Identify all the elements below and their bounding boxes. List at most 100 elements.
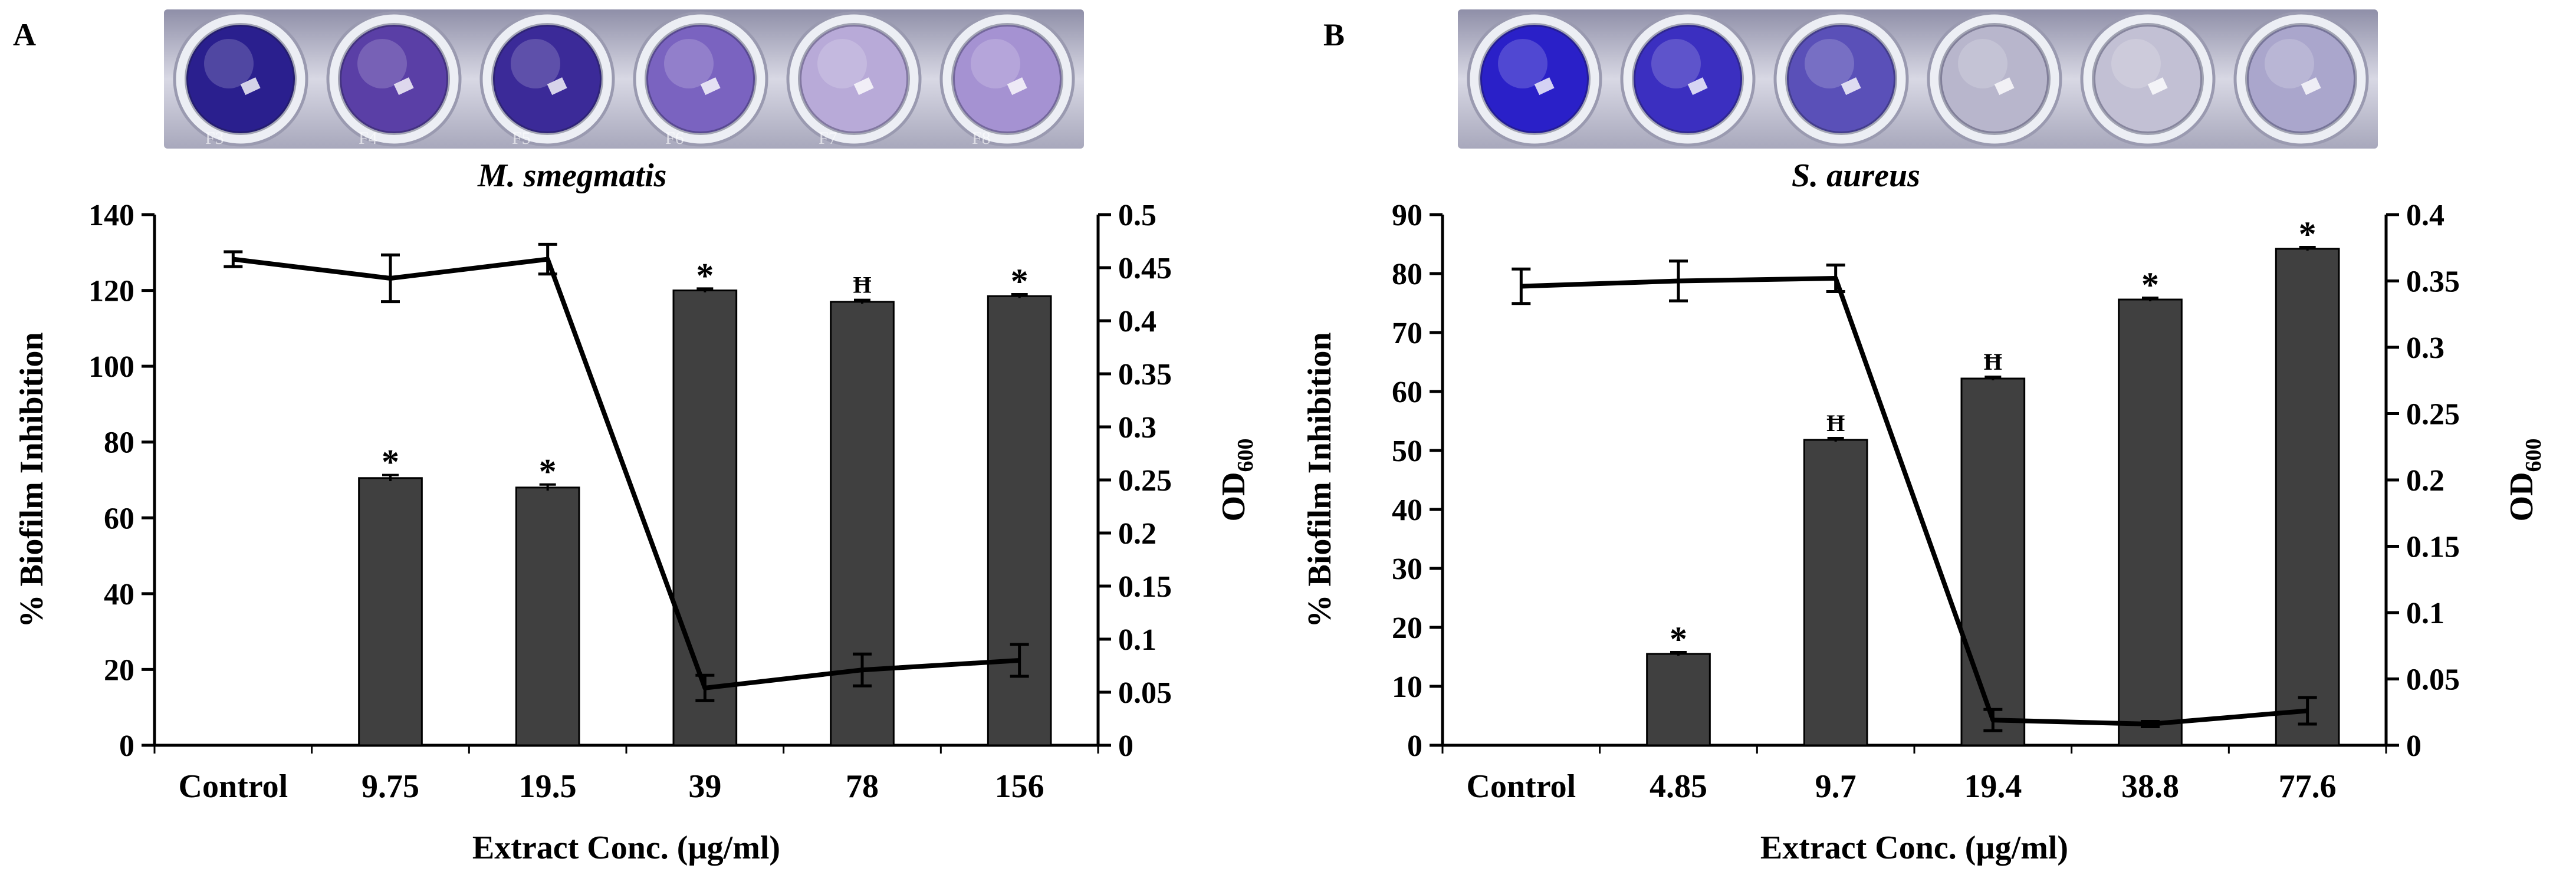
y-tick-label: 80 [104,426,134,460]
x-tick-label: 78 [846,768,879,805]
y-tick-label: 60 [1392,376,1422,409]
y-axis-title: % Biofilm Inhibition [14,332,50,627]
y2-tick-label: 0.15 [1118,570,1172,604]
bar [1960,377,2026,746]
y2-tick-label: 0.45 [1118,252,1172,285]
bar [672,290,738,746]
y-tick-label: 90 [1392,199,1422,232]
y-tick-label: 10 [1392,670,1422,704]
bar [2275,248,2340,746]
y2-axis-title: OD600 [1215,439,1258,522]
significance-marker: * [696,256,714,295]
panel-letter: A [13,17,36,52]
y-tick-label: 140 [88,199,134,232]
y-axis-title: % Biofilm Inhibition [1302,332,1338,627]
well [1478,23,1591,135]
panel-a: A F3 F4 F5 F6 F7 F8 M. smegmatis 0 20 40 60 80 100… [13,9,1258,866]
well-glare [1498,39,1547,88]
well-glare [2265,39,2314,88]
well-reflection [1841,77,1861,96]
y2-tick-label: 0.5 [1118,199,1156,232]
well-plate-photo [1458,9,2378,149]
well [491,23,603,135]
y-tick-label: 40 [104,578,134,611]
x-axis-title: Extract Conc. (µg/ml) [1760,830,2068,866]
well [1938,23,2051,135]
significance-marker: * [539,452,557,491]
well-reflection [700,77,721,96]
well-glare [817,39,867,88]
x-tick-label: 9.75 [362,768,419,805]
x-tick-label: Control [1467,768,1576,805]
well-label: F5 [512,129,531,148]
plate-background [1458,9,2378,149]
bar [358,477,423,746]
significance-marker: Ħ [1984,348,2002,375]
well-reflection [1994,77,2015,96]
y2-tick-label: 0.3 [2406,331,2444,365]
well-label: F8 [972,129,991,148]
y-tick-label: 50 [1392,435,1422,468]
y-tick-label: 0 [119,729,134,763]
well-label: F7 [819,129,837,148]
y2-tick-label: 0.35 [2406,265,2460,299]
bar [515,486,580,746]
x-tick-label: 156 [995,768,1044,805]
well [1785,23,1897,135]
well-glare [664,39,714,88]
significance-marker: * [2299,215,2317,254]
y-tick-label: 0 [1407,729,1422,763]
well-reflection [547,77,567,96]
well-label: F4 [359,129,377,148]
well-glare [204,39,254,88]
well-glare [1958,39,2007,88]
well-label: F3 [205,129,224,148]
well-plate-photo: F3 F4 F5 F6 F7 F8 [164,9,1084,149]
x-tick-label: 4.85 [1650,768,1707,805]
well-reflection [2147,77,2168,96]
x-tick-label: 19.5 [519,768,577,805]
x-tick-label: 39 [688,768,721,805]
y2-tick-label: 0.2 [2406,464,2444,498]
y2-tick-label: 0 [2406,729,2421,763]
organism-label: M. smegmatis [478,157,667,194]
y-tick-label: 30 [1392,552,1422,586]
od600-line [1521,276,2308,726]
y-tick-label: 20 [1392,611,1422,645]
well [798,23,910,135]
panel-letter: B [1323,17,1345,52]
y-tick-label: 70 [1392,317,1422,350]
y2-axis-title: OD600 [2503,439,2546,522]
significance-marker: * [382,443,399,482]
well [2245,23,2357,135]
well-reflection [1687,77,1708,96]
y-tick-label: 100 [88,350,134,384]
bar [987,295,1052,746]
x-tick-label: 77.6 [2279,768,2337,805]
well-reflection [240,77,261,96]
well [2092,23,2204,135]
y-tick-label: 40 [1392,494,1422,527]
significance-marker: * [1670,620,1687,659]
y2-tick-label: 0.2 [1118,517,1156,551]
significance-marker: Ħ [853,272,871,298]
significance-marker: * [1011,262,1029,301]
y2-tick-label: 0.1 [1118,623,1156,657]
bar [2118,298,2183,746]
well-label: F6 [665,129,684,148]
well-glare [1805,39,1854,88]
y2-tick-label: 0.4 [1118,305,1156,338]
plate-background [164,9,1084,149]
y-tick-label: 80 [1392,258,1422,291]
well-glare [511,39,560,88]
y2-tick-label: 0 [1118,729,1133,763]
y-tick-label: 120 [88,275,134,308]
chart-a: 0 20 40 60 80 100 120 140 0 0.05 0.1 0.15 0.2 0.25 0.3… [14,199,1258,866]
y2-tick-label: 0.4 [2406,199,2444,232]
bar [1803,439,1868,746]
od600-line [232,256,1020,690]
y2-tick-label: 0.05 [2406,663,2460,697]
well-reflection [1007,77,1027,96]
panel-b: B S. aureus 0 10 20 30 40 50 60 70 80 90 0 0.05 0.1 0… [1288,0,2576,875]
bar [1646,653,1711,746]
